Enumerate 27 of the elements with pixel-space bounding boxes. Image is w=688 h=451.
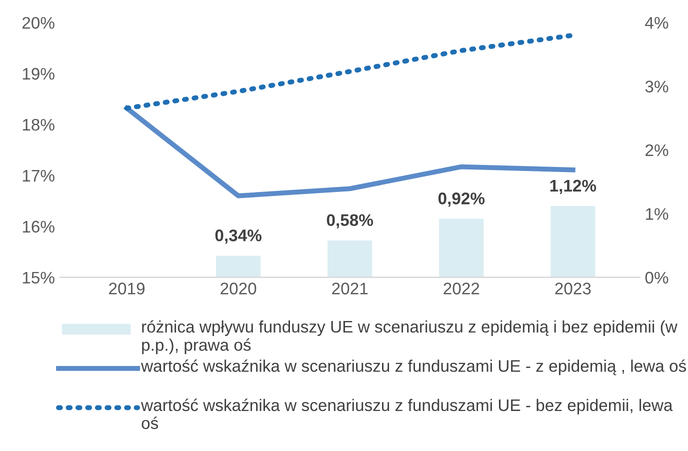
x-tick-label: 2019 xyxy=(109,282,145,294)
y2-tick-label: 3% xyxy=(645,80,668,92)
y-tick-label: 17% xyxy=(22,170,54,182)
y-tick-label: 20% xyxy=(22,16,54,29)
x-tick-label: 2022 xyxy=(444,282,480,294)
y-tick-label: 18% xyxy=(22,118,54,131)
y-tick-label: 19% xyxy=(22,68,54,80)
bar xyxy=(216,256,261,278)
y2-tick-label: 0% xyxy=(645,272,668,284)
data-label: 0,92% xyxy=(438,192,485,207)
bar xyxy=(439,218,484,278)
data-label: 1,12% xyxy=(550,180,596,194)
bar xyxy=(328,240,372,278)
y-tick-label: 15% xyxy=(22,272,54,284)
x-tick-label: 2020 xyxy=(220,282,256,294)
data-label: 0,34% xyxy=(215,230,262,244)
y2-tick-label: 4% xyxy=(645,17,668,29)
x-tick-label: 2023 xyxy=(555,282,591,294)
x-tick-label: 2021 xyxy=(332,282,368,294)
legend-label: wartość wskaźnika w scenariuszu z funduszami UE - bez epidemii, lewa oś xyxy=(141,398,673,430)
legend-label: wartość wskaźnika w scenariuszu z funduszami UE - z epidemią , lewa oś xyxy=(141,359,686,376)
y2-tick-label: 2% xyxy=(646,144,668,156)
y-tick-label: 16% xyxy=(22,220,54,233)
y2-tick-label: 1% xyxy=(646,208,668,220)
bar xyxy=(550,206,596,278)
line-series xyxy=(124,32,576,111)
data-label: 0,58% xyxy=(326,214,374,228)
